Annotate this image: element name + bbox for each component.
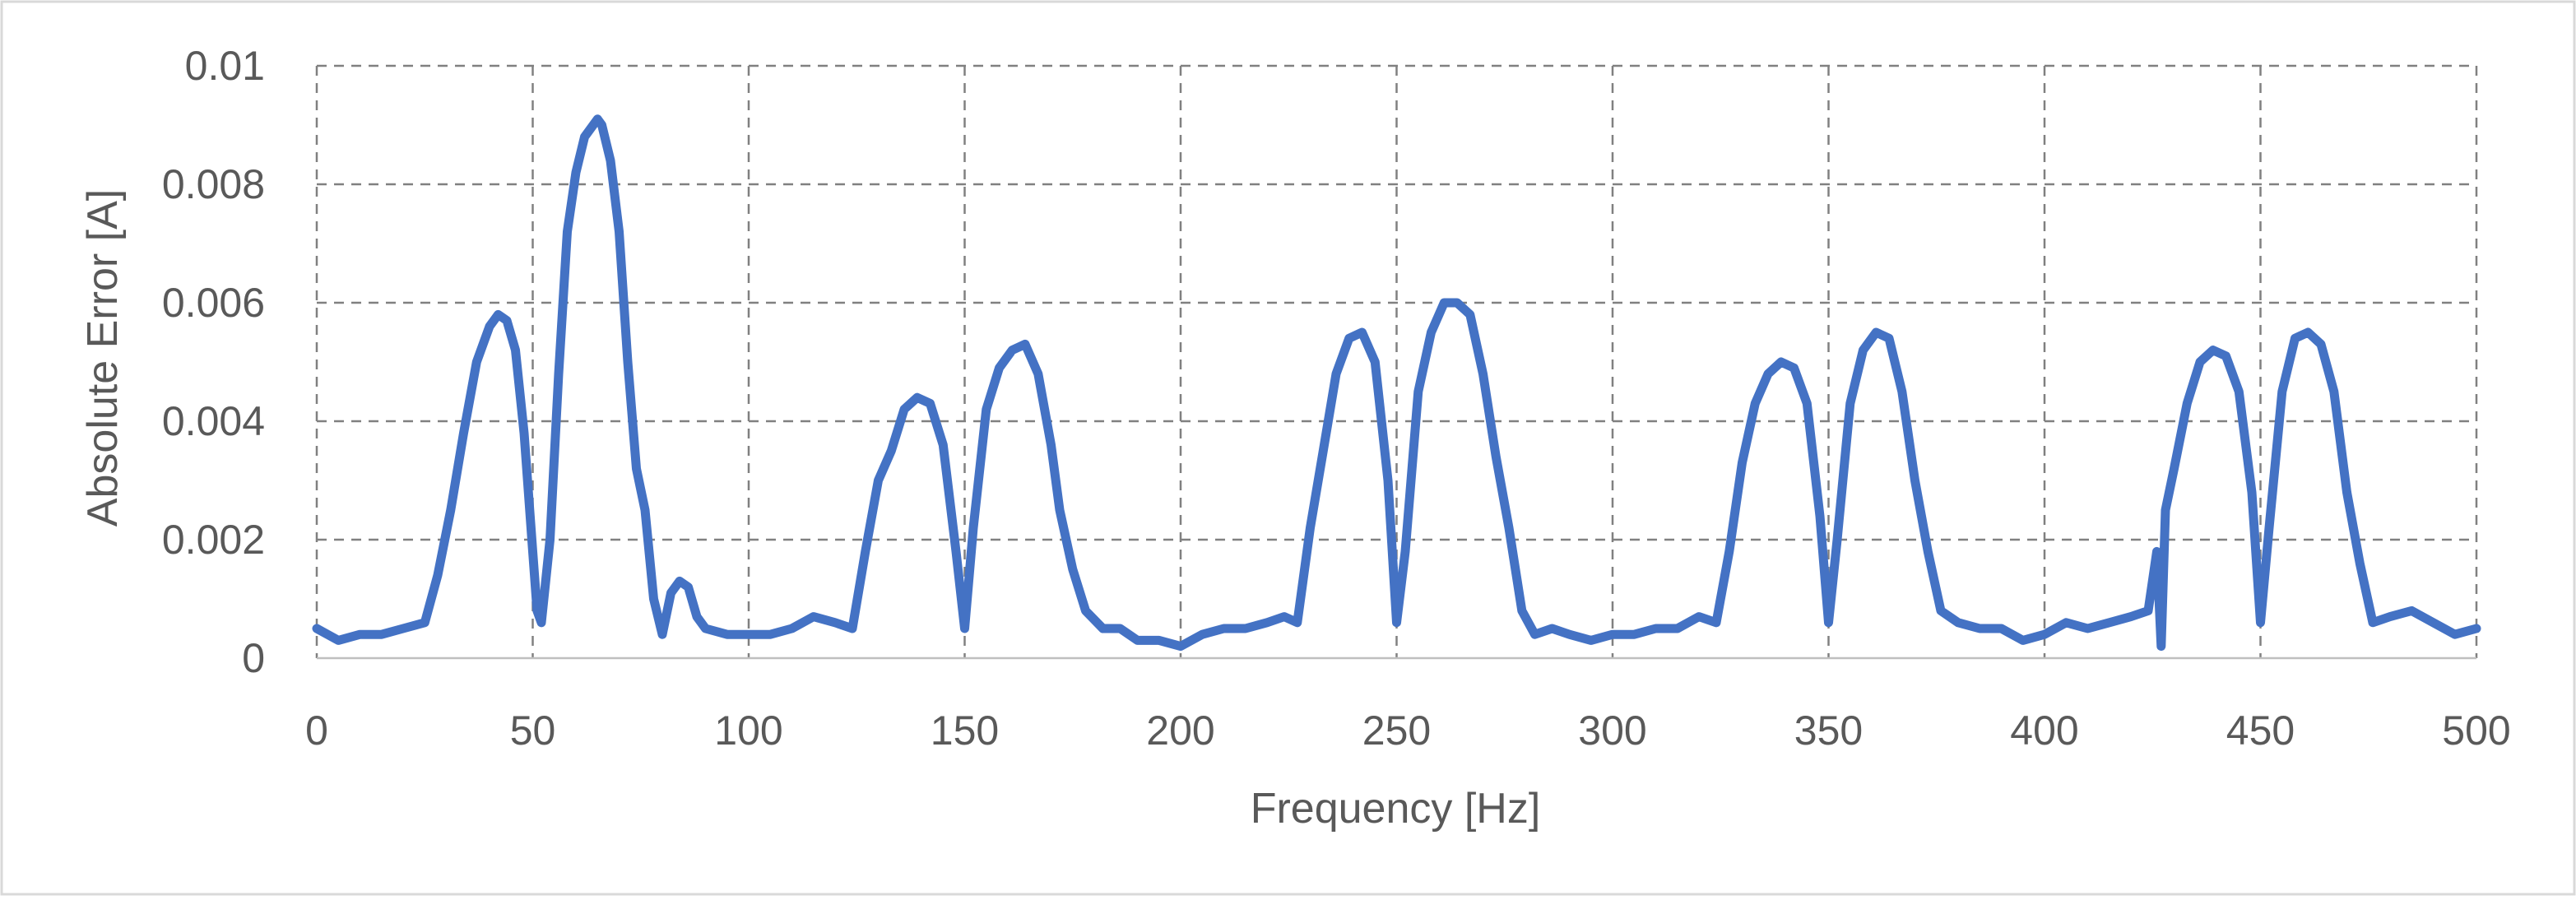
y-tick-label: 0.01 [185,43,265,89]
y-axis-label: Absolute Error [A] [79,189,127,527]
y-tick-label: 0.004 [162,398,265,444]
y-tick-label: 0.006 [162,280,265,326]
x-tick-label: 50 [510,707,556,754]
x-tick-label: 100 [714,707,782,754]
y-tick-labels: 0 0.002 0.004 0.006 0.008 0.01 [162,43,265,681]
x-tick-label: 450 [2226,707,2295,754]
y-tick-label: 0.002 [162,517,265,563]
x-tick-label: 200 [1146,707,1214,754]
y-tick-label: 0.008 [162,161,265,207]
x-tick-labels: 0 50 100 150 200 250 300 350 400 450 500 [305,707,2511,754]
series-lines [312,114,2481,652]
x-tick-label: 0 [305,707,328,754]
x-tick-label: 350 [1794,707,1863,754]
grid-lines [315,64,2478,660]
x-tick-label: 400 [2010,707,2078,754]
x-tick-label: 150 [931,707,999,754]
x-axis-label: Frequency [Hz] [1251,785,1541,833]
x-tick-label: 300 [1578,707,1646,754]
series-line-0 [312,114,2481,652]
x-tick-label: 250 [1362,707,1431,754]
y-tick-label: 0 [242,635,265,681]
x-tick-label: 500 [2442,707,2510,754]
